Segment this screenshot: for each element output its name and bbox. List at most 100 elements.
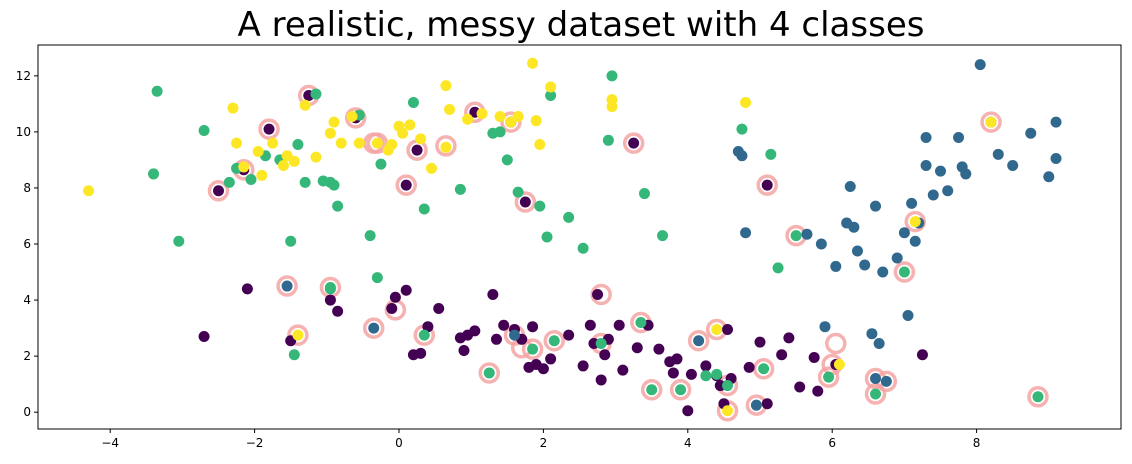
data-point-class-1	[693, 335, 705, 347]
highlight-ring	[817, 366, 840, 388]
highlight-ring	[366, 132, 389, 154]
highlight-ring	[276, 275, 298, 297]
y-tick-label: 2	[23, 349, 31, 363]
data-point-class-0	[685, 368, 697, 380]
data-point-class-0	[386, 302, 398, 314]
data-point-class-3	[494, 110, 506, 122]
data-point-class-3	[534, 139, 546, 151]
data-point-class-0	[584, 319, 596, 331]
data-point-class-1	[992, 148, 1004, 160]
data-point-class-2	[148, 168, 160, 180]
data-point-class-2	[758, 363, 770, 375]
data-point-class-0	[213, 185, 224, 197]
data-point-class-0	[916, 349, 928, 361]
highlight-ring	[669, 379, 692, 401]
data-point-class-3	[346, 110, 358, 122]
highlight-ring	[514, 191, 537, 213]
data-point-class-3	[371, 137, 383, 149]
data-point-class-3	[227, 102, 239, 114]
data-point-class-3	[404, 119, 416, 131]
data-point-class-0	[667, 367, 679, 379]
data-point-class-0	[563, 329, 575, 341]
data-point-class-0	[613, 319, 625, 331]
data-point-class-0	[628, 137, 640, 149]
data-point-class-2	[577, 242, 589, 254]
highlight-ring	[622, 132, 645, 154]
data-point-class-3	[527, 57, 539, 69]
data-point-class-3	[256, 169, 268, 181]
data-point-class-0	[577, 360, 589, 372]
data-point-class-2	[494, 126, 506, 138]
data-point-class-3	[335, 137, 347, 149]
data-point-class-2	[675, 384, 687, 396]
data-point-class-1	[1043, 171, 1055, 183]
data-point-class-1	[873, 338, 885, 350]
highlight-ring	[344, 107, 367, 129]
data-point-class-2	[541, 231, 553, 243]
data-point-class-1	[736, 150, 748, 162]
data-point-class-3	[397, 127, 409, 139]
data-point-class-1	[927, 189, 939, 201]
data-point-class-3	[324, 127, 336, 139]
data-point-class-0	[754, 336, 766, 348]
data-point-class-2	[418, 329, 430, 341]
data-point-class-3	[722, 405, 734, 417]
data-point-class-2	[700, 370, 712, 382]
data-point-class-2	[736, 123, 748, 135]
data-point-class-2	[548, 335, 560, 347]
data-point-class-2	[328, 179, 340, 191]
highlight-ring	[980, 111, 1002, 133]
data-point-class-2	[292, 139, 304, 151]
data-point-class-2	[534, 200, 546, 212]
data-point-class-0	[808, 352, 820, 364]
x-tick-label: 0	[395, 436, 403, 450]
data-point-class-3	[252, 146, 264, 158]
x-tick-label: 8	[973, 436, 981, 450]
data-point-class-2	[418, 203, 430, 215]
data-point-class-2	[364, 230, 376, 242]
data-point-class-0	[794, 381, 806, 393]
data-point-class-0	[595, 374, 607, 386]
highlight-ring	[258, 118, 280, 140]
highlight-ring	[362, 317, 385, 339]
data-point-class-3	[299, 99, 311, 111]
y-tick-label: 12	[16, 69, 31, 83]
data-point-class-2	[324, 283, 336, 295]
data-point-class-2	[288, 349, 300, 361]
data-point-class-1	[935, 165, 946, 177]
data-point-class-1	[880, 375, 892, 387]
data-point-class-1	[974, 59, 986, 71]
data-point-class-1	[877, 266, 889, 278]
data-point-class-1	[844, 181, 856, 193]
data-point-class-0	[743, 361, 755, 373]
data-point-class-2	[657, 230, 669, 242]
data-point-class-2	[823, 371, 835, 383]
data-point-class-1	[1007, 160, 1019, 172]
highlight-ring	[904, 210, 926, 233]
data-point-class-1	[815, 238, 827, 250]
data-point-class-3	[288, 155, 300, 167]
data-point-class-0	[241, 283, 253, 295]
data-point-class-0	[537, 363, 549, 375]
data-point-class-2	[151, 85, 163, 97]
data-point-class-3	[530, 115, 542, 127]
highlight-ring	[1027, 386, 1049, 408]
data-point-class-0	[783, 332, 795, 344]
highlight-ring	[752, 357, 775, 380]
x-tick-label: −4	[101, 436, 119, 450]
data-point-class-0	[631, 342, 643, 354]
highlight-ring	[893, 261, 916, 283]
data-point-class-2	[512, 186, 524, 198]
data-point-class-3	[545, 81, 557, 93]
data-point-class-2	[527, 343, 539, 355]
highlight-ring	[543, 329, 565, 352]
data-point-class-0	[519, 196, 531, 208]
data-point-class-1	[368, 322, 380, 334]
data-point-class-1	[942, 185, 954, 197]
data-point-class-1	[920, 160, 932, 172]
highlight-ring	[478, 362, 500, 384]
highlight-ring	[864, 383, 887, 405]
y-tick-label: 8	[23, 181, 31, 195]
data-point-class-0	[458, 345, 470, 357]
